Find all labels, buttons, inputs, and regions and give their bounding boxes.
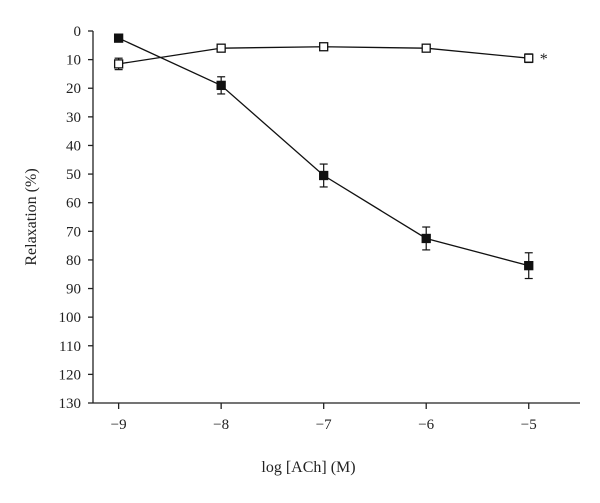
y-tick-label-70: 70 xyxy=(66,224,81,240)
y-tick-label-110: 110 xyxy=(59,339,81,355)
x-tick-label--7: −7 xyxy=(316,417,332,433)
series-1-point-1 xyxy=(216,43,226,53)
y-tick-label-130: 130 xyxy=(59,396,82,412)
x-ticks: −9 −8 −7 −6 −5 xyxy=(111,403,537,433)
series-0-point-0 xyxy=(113,33,124,43)
x-tick-label--8: −8 xyxy=(213,417,229,433)
series-0-point-3 xyxy=(421,233,431,244)
series-1-point-2 xyxy=(319,42,329,52)
annotation-0: * xyxy=(540,51,548,68)
y-tick-label-10: 10 xyxy=(66,53,81,69)
y-ticks: 0 10 20 30 40 50 60 70 80 90 100 110 120 130 xyxy=(59,24,93,412)
x-tick-label--9: −9 xyxy=(111,417,127,433)
series-1-point-3 xyxy=(421,43,431,53)
series-layer xyxy=(113,33,534,280)
series-0-point-4 xyxy=(524,260,534,271)
y-tick-label-50: 50 xyxy=(66,167,81,183)
x-tick-label--5: −5 xyxy=(521,417,537,433)
y-tick-label-40: 40 xyxy=(66,138,81,154)
y-axis-label: Relaxation (%) xyxy=(23,168,40,265)
annotation-layer: * xyxy=(540,51,548,68)
series-0-line xyxy=(118,37,529,267)
y-tick-label-100: 100 xyxy=(59,310,82,326)
y-tick-label-30: 30 xyxy=(66,110,81,126)
y-tick-label-0: 0 xyxy=(74,24,82,40)
y-tick-label-120: 120 xyxy=(59,367,82,383)
x-axis-label: log [ACh] (M) xyxy=(261,459,355,476)
series-1-point-0 xyxy=(113,59,124,69)
series-0-point-2 xyxy=(319,170,329,181)
series-0-point-1 xyxy=(216,80,226,91)
y-tick-label-20: 20 xyxy=(66,81,81,97)
y-tick-label-90: 90 xyxy=(66,282,81,298)
x-tick-label--6: −6 xyxy=(418,417,434,433)
y-tick-label-60: 60 xyxy=(66,196,81,212)
series-1-point-4 xyxy=(524,53,534,63)
y-tick-label-80: 80 xyxy=(66,253,81,269)
axes xyxy=(92,31,580,404)
